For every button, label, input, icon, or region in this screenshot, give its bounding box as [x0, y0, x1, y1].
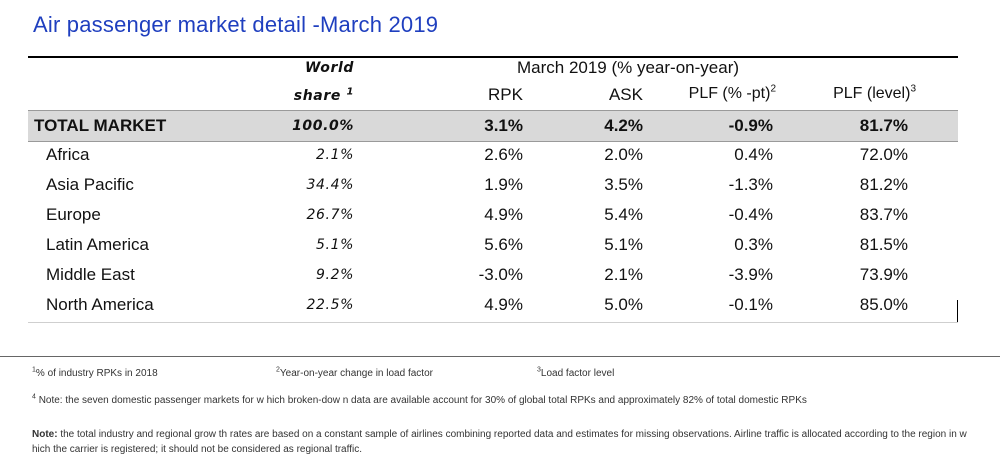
- row-plf: 0.3%: [734, 235, 773, 254]
- row-ask: 2.1%: [604, 265, 643, 284]
- row-level: 81.5%: [859, 235, 908, 254]
- row-plf: 0.4%: [734, 145, 773, 164]
- row-share: 2.1%: [316, 147, 354, 163]
- footnote-1: 1% of industry RPKs in 2018: [32, 366, 158, 379]
- row-share: 26.7%: [306, 207, 354, 223]
- table-row: Asia Pacific 34.4% 1.9% 3.5% -1.3% 81.2%: [28, 170, 958, 200]
- header-level-sup: 3: [910, 83, 916, 95]
- text-cursor: [957, 300, 958, 322]
- row-name: Europe: [46, 205, 101, 224]
- footnote-3-sup: 3: [537, 366, 541, 374]
- row-plf: -3.9%: [728, 265, 773, 284]
- footnote-divider: [0, 356, 1000, 357]
- row-plf: -0.1%: [728, 295, 773, 314]
- table-row: Middle East 9.2% -3.0% 2.1% -3.9% 73.9%: [28, 260, 958, 290]
- row-ask: 4.2%: [604, 116, 643, 135]
- table-bottom-rule: [28, 322, 958, 323]
- table-row: Europe 26.7% 4.9% 5.4% -0.4% 83.7%: [28, 200, 958, 230]
- row-rpk: 2.6%: [484, 145, 523, 164]
- header-plf-sup: 2: [770, 83, 776, 95]
- table-top-rule: [28, 56, 958, 58]
- footnote-4-text: Note: the seven domestic passenger marke…: [38, 395, 807, 406]
- row-name: TOTAL MARKET: [34, 116, 167, 135]
- footnote-3-text: Load factor level: [540, 368, 615, 379]
- row-plf: -1.3%: [728, 175, 773, 194]
- footnote-2-sup: 2: [276, 366, 280, 374]
- row-name: Middle East: [46, 265, 135, 284]
- row-share: 9.2%: [316, 267, 354, 283]
- row-rpk: 4.9%: [484, 205, 523, 224]
- row-share: 22.5%: [306, 297, 354, 313]
- footnote-2: 2Year-on-year change in load factor: [276, 366, 433, 379]
- header-level: PLF (level)3: [788, 83, 916, 103]
- row-level: 83.7%: [859, 205, 908, 224]
- header-share-sup: 1: [346, 86, 354, 98]
- header-plf: PLF (% -pt)2: [648, 83, 776, 103]
- row-rpk: 4.9%: [484, 295, 523, 314]
- row-ask: 5.4%: [604, 205, 643, 224]
- header-world: World: [304, 60, 354, 76]
- table-row: Latin America 5.1% 5.6% 5.1% 0.3% 81.5%: [28, 230, 958, 260]
- note-label: Note:: [32, 429, 58, 440]
- row-plf: -0.4%: [728, 205, 773, 224]
- header-share-label: share: [293, 88, 341, 104]
- row-level: 73.9%: [859, 265, 908, 284]
- row-rpk: -3.0%: [478, 265, 523, 284]
- row-share: 34.4%: [306, 177, 354, 193]
- row-name: Africa: [46, 145, 90, 164]
- row-plf: -0.9%: [728, 116, 773, 135]
- row-name: North America: [46, 295, 154, 314]
- footnote-4: 4 Note: the seven domestic passenger mar…: [32, 393, 807, 406]
- page-title: Air passenger market detail -March 2019: [33, 12, 439, 37]
- row-ask: 2.0%: [604, 145, 643, 164]
- row-level: 81.7%: [859, 116, 908, 135]
- header-share: share 1: [278, 86, 354, 104]
- row-name: Latin America: [46, 235, 149, 254]
- footnote-1-text: % of industry RPKs in 2018: [35, 368, 158, 379]
- row-level: 72.0%: [859, 145, 908, 164]
- header-plf-label: PLF (% -pt): [688, 85, 771, 102]
- row-ask: 3.5%: [604, 175, 643, 194]
- table-row: Africa 2.1% 2.6% 2.0% 0.4% 72.0%: [28, 140, 958, 170]
- header-ask: ASK: [608, 85, 643, 104]
- row-level: 85.0%: [859, 295, 908, 314]
- table-row-total: TOTAL MARKET 100.0% 3.1% 4.2% -0.9% 81.7…: [28, 110, 958, 142]
- row-share: 100.0%: [292, 118, 354, 134]
- row-ask: 5.1%: [604, 235, 643, 254]
- header-level-label: PLF (level): [833, 85, 911, 102]
- row-name: Asia Pacific: [46, 175, 134, 194]
- row-rpk: 5.6%: [484, 235, 523, 254]
- table-row: North America 22.5% 4.9% 5.0% -0.1% 85.0…: [28, 290, 958, 320]
- row-rpk: 1.9%: [484, 175, 523, 194]
- footnote-3: 3Load factor level: [537, 366, 615, 379]
- header-rpk: RPK: [488, 85, 523, 104]
- row-level: 81.2%: [859, 175, 908, 194]
- note-text: the total industry and regional grow th …: [32, 429, 967, 455]
- methodology-note: Note: the total industry and regional gr…: [32, 427, 982, 457]
- footnote-1-sup: 1: [32, 366, 36, 374]
- footnote-2-text: Year-on-year change in load factor: [279, 368, 433, 379]
- row-ask: 5.0%: [604, 295, 643, 314]
- header-period: March 2019 (% year-on-year): [516, 58, 740, 77]
- row-rpk: 3.1%: [484, 116, 523, 135]
- row-share: 5.1%: [316, 237, 354, 253]
- footnote-4-sup: 4: [32, 393, 36, 401]
